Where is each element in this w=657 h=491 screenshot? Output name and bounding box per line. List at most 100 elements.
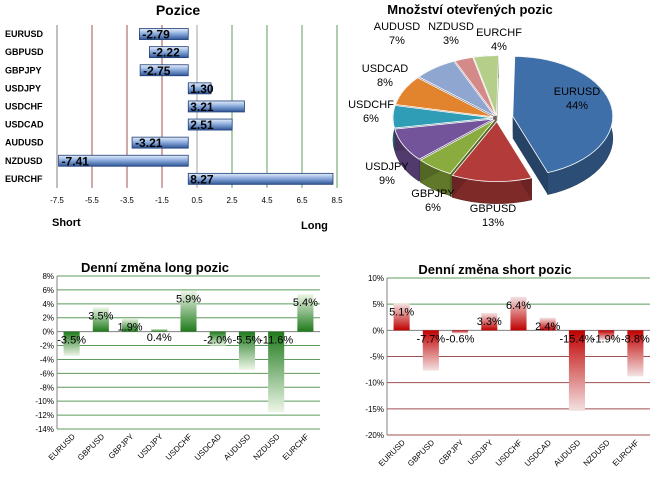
pozice-category-label: USDJPY	[5, 83, 41, 93]
pie-slice-usdchf	[392, 105, 494, 129]
pozice-category-label: GBPUSD	[5, 47, 44, 57]
long-value-label: 5.4%	[293, 297, 318, 309]
pozice-bar-usdjpy	[187, 82, 212, 95]
pozice-bar-nzdusd	[58, 154, 189, 167]
pozice-bar-usdchf	[187, 100, 245, 113]
pie-slice-usdjpy	[394, 118, 494, 160]
pozice-bar-eurusd	[139, 28, 189, 40]
pozice-x-tick: 4.5	[261, 196, 273, 205]
short-bar-gbpusd	[422, 330, 439, 371]
pie-label-gbpusd: GBPUSD	[470, 203, 517, 215]
pozice-x-tick: 8.5	[331, 196, 343, 205]
pie-pct-usdchf: 6%	[363, 113, 379, 125]
pozice-x-tick: 2.5	[226, 196, 238, 205]
pozice-value-label: -2.75	[143, 64, 171, 78]
short-y-tick: 10%	[368, 274, 384, 283]
short-bar-usdcad	[539, 317, 556, 331]
short-category-label: EURCHF	[611, 438, 641, 468]
long-value-label: 3.5%	[88, 310, 113, 322]
long-bar-eurchf	[297, 294, 314, 332]
pozice-value-label: -2.22	[152, 46, 180, 60]
short-category-label: EURUSD	[377, 438, 407, 468]
long-y-tick: 2%	[42, 314, 54, 323]
pie-label-nzdusd: NZDUSD	[428, 21, 474, 33]
long-y-tick: -6%	[40, 369, 54, 378]
short-bar-audusd	[568, 330, 585, 411]
pozice-x-tick: -5.5	[85, 196, 99, 205]
pozice-category-label: EURCHF	[5, 174, 43, 184]
pie-pct-eurusd: 44%	[566, 100, 588, 112]
long-title: Denní změna long pozic	[81, 260, 229, 275]
long-category-label: GBPJPY	[107, 432, 136, 461]
short-title: Denní změna short pozic	[418, 262, 571, 277]
pie-pct-gbpusd: 13%	[482, 217, 504, 229]
long-y-tick: 4%	[42, 300, 54, 309]
pie-slice-eurusd	[512, 55, 614, 174]
short-bar-usdjpy	[481, 313, 498, 331]
pie-pct-usdcad: 8%	[377, 77, 393, 89]
pozice-value-label: 1.30	[190, 82, 214, 96]
long-value-label: -3.5%	[57, 335, 86, 347]
short-bar-usdchf	[510, 296, 527, 331]
long-value-label: 5.9%	[176, 294, 201, 306]
pie-pct-eurchf: 4%	[491, 41, 507, 53]
short-value-label: 5.1%	[389, 307, 414, 319]
pozice-x-tick: -7.5	[50, 196, 64, 205]
short-value-labels: 5.1% -7.7% -0.6%3.3% 6.4% 2.4%-15.4%-1.9% -8.…	[389, 300, 650, 345]
pozice-x-tick: 0.5	[191, 196, 203, 205]
pie-label-usdcad: USDCAD	[362, 63, 409, 75]
long-category-label: EURCHF	[281, 432, 311, 462]
short-value-label: -0.6%	[446, 333, 475, 345]
short-category-label: USDCAD	[523, 438, 553, 468]
short-category-label: NZDUSD	[582, 438, 612, 468]
pie-chart: Množství otevřených pozic EURUSD 44% GBPUS…	[348, 2, 614, 229]
short-y-tick: -15%	[365, 405, 384, 414]
long-y-tick: 6%	[42, 286, 54, 295]
pozice-chart: Pozice EURUSD GBPUSD GBPJPY USDJPY USDCHF USD…	[5, 2, 343, 232]
pozice-x-tick-labels: -7.5 -5.5 -3.5 -1.5 0.5 2.5 4.5 6.5 8.5	[50, 196, 343, 205]
long-bar-usdcad	[209, 331, 226, 346]
pie-slices	[392, 55, 614, 204]
short-bar-eurchf	[627, 330, 644, 377]
short-category-label: AUDUSD	[552, 438, 582, 468]
short-y-tick: -5%	[370, 353, 384, 362]
long-value-labels: -3.5% 3.5% 1.9% 0.4% 5.9% -2.0% -5.5%-11.6% 5.4…	[57, 294, 318, 347]
long-y-tick: -12%	[35, 411, 54, 420]
long-value-label: 0.4%	[147, 332, 172, 344]
short-label: Short	[52, 217, 81, 229]
long-change-chart: Denní změna long pozic 8%6%4%2%0%-2%-4%-…	[35, 260, 320, 463]
pozice-category-label: NZDUSD	[5, 156, 43, 166]
pozice-bar-gbpjpy	[139, 64, 189, 77]
short-y-tick: 0%	[372, 326, 384, 335]
long-category-label: USDJPY	[136, 432, 165, 461]
pie-label-eurchf: EURCHF	[476, 27, 522, 39]
pie-label-usdchf: USDCHF	[348, 99, 394, 111]
pozice-value-label: -3.21	[135, 136, 163, 150]
long-category-label: USDCAD	[193, 432, 223, 462]
pozice-bars	[58, 28, 334, 185]
short-category-label: USDCHF	[494, 438, 524, 468]
pie-slice-gbpjpy	[419, 119, 495, 175]
long-bar-eurusd	[63, 331, 80, 356]
pozice-value-label: 3.21	[190, 100, 214, 114]
short-value-label: -8.8%	[621, 333, 650, 345]
pozice-value-label: -2.79	[142, 28, 170, 42]
pozice-category-label: GBPJPY	[5, 65, 42, 75]
pozice-x-tick: -3.5	[120, 196, 134, 205]
pie-slice-audusd	[418, 60, 495, 117]
pozice-value-label: 2.51	[190, 118, 214, 132]
short-bar-eurusd	[393, 303, 410, 331]
pozice-category-label: USDCAD	[5, 120, 44, 130]
short-y-tick-labels: 10% 5% 0% -5% -10% -15% -20%	[365, 274, 384, 440]
long-category-label: NZDUSD	[252, 432, 282, 462]
pie-label-eurusd: EURUSD	[554, 86, 601, 98]
long-y-tick: 8%	[42, 272, 54, 281]
short-change-chart: Denní změna short pozic 10% 5% 0% -5% -10% -1…	[365, 262, 650, 469]
pozice-title: Pozice	[156, 2, 201, 18]
pozice-category-label: USDCHF	[5, 101, 43, 111]
long-bars	[63, 290, 314, 413]
short-category-label: USDJPY	[466, 438, 495, 467]
long-y-tick: 0%	[42, 328, 54, 337]
